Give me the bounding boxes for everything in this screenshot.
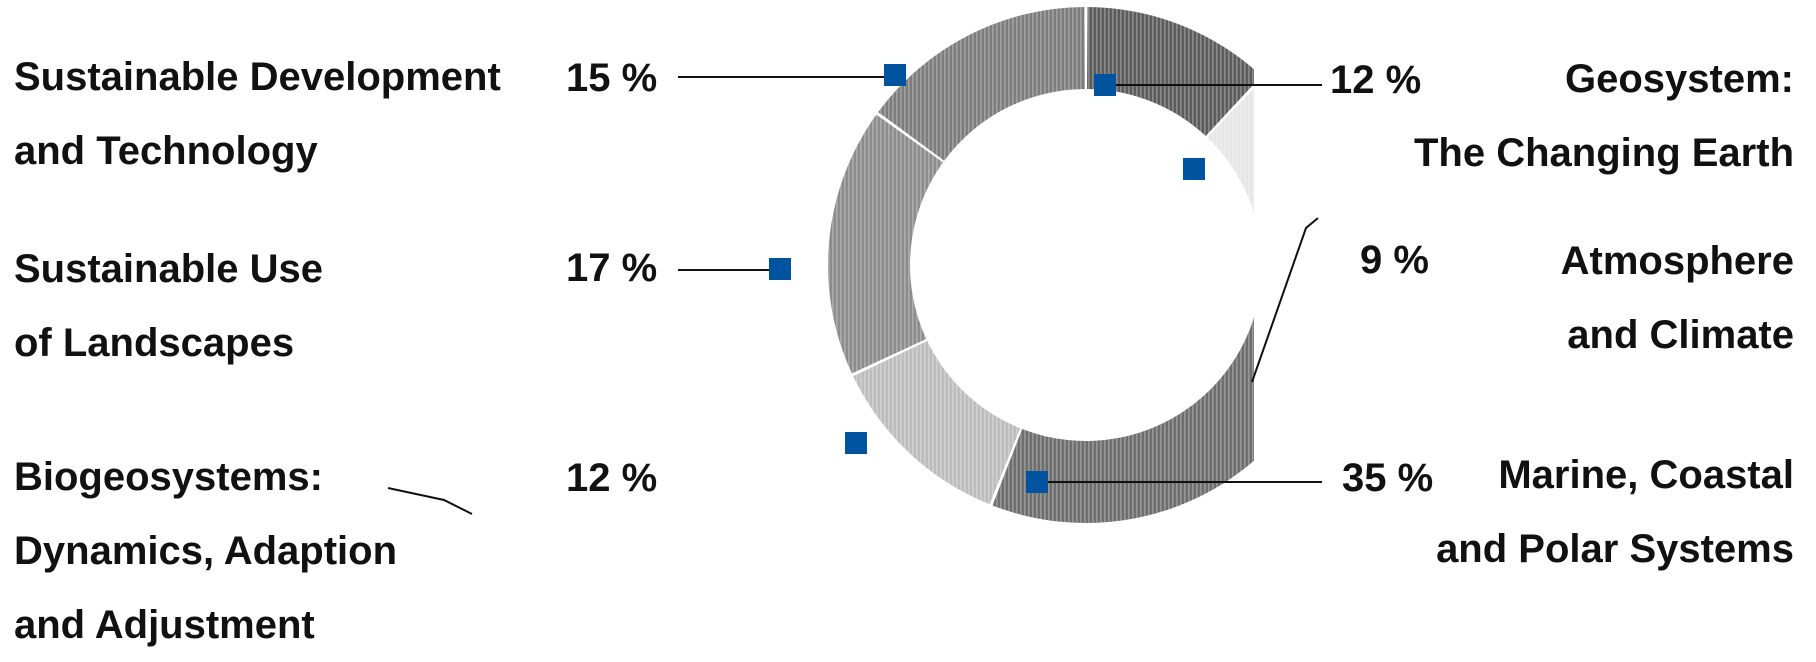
marker-geosystem [1094, 74, 1116, 96]
leader-line-atmosphere [1251, 217, 1319, 383]
value-label-atmosphere: 9 % [1360, 238, 1429, 282]
label-biogeosystems: Biogeosystems: Dynamics, Adaption and Ad… [14, 455, 398, 647]
value-label-sustainable-development: 15 % [566, 56, 658, 100]
marker-sustainable-use [769, 258, 791, 280]
donut-slice-atmosphere [1207, 88, 1254, 213]
donut-chart [387, 7, 1322, 523]
marker-atmosphere [1183, 158, 1205, 180]
marker-biogeosystems [845, 432, 867, 454]
leader-line-biogeosystems [387, 487, 473, 515]
label-geosystem: Geosystem: The Changing Earth [1414, 57, 1794, 175]
label-atmosphere: Atmosphere and Climate [1560, 239, 1794, 357]
donut-slice-geosystem [1087, 7, 1254, 136]
label-marine: Marine, Coastal and Polar Systems [1436, 453, 1794, 571]
value-label-sustainable-use: 17 % [566, 246, 658, 290]
label-sustainable-use: Sustainable Use of Landscapes [14, 247, 324, 365]
donut-slice-sustainable-use [828, 114, 943, 374]
donut-slice-sustainable-development [878, 7, 1085, 161]
value-label-biogeosystems: 12 % [566, 456, 658, 500]
marker-sustainable-development [884, 64, 906, 86]
value-label-geosystem: 12 % [1330, 58, 1422, 102]
value-label-marine: 35 % [1342, 456, 1434, 500]
donut-slice-marine [992, 317, 1254, 523]
donut-slice-biogeosystems [853, 340, 1021, 505]
label-sustainable-development: Sustainable Development and Technology [14, 55, 501, 173]
marker-marine [1026, 471, 1048, 493]
